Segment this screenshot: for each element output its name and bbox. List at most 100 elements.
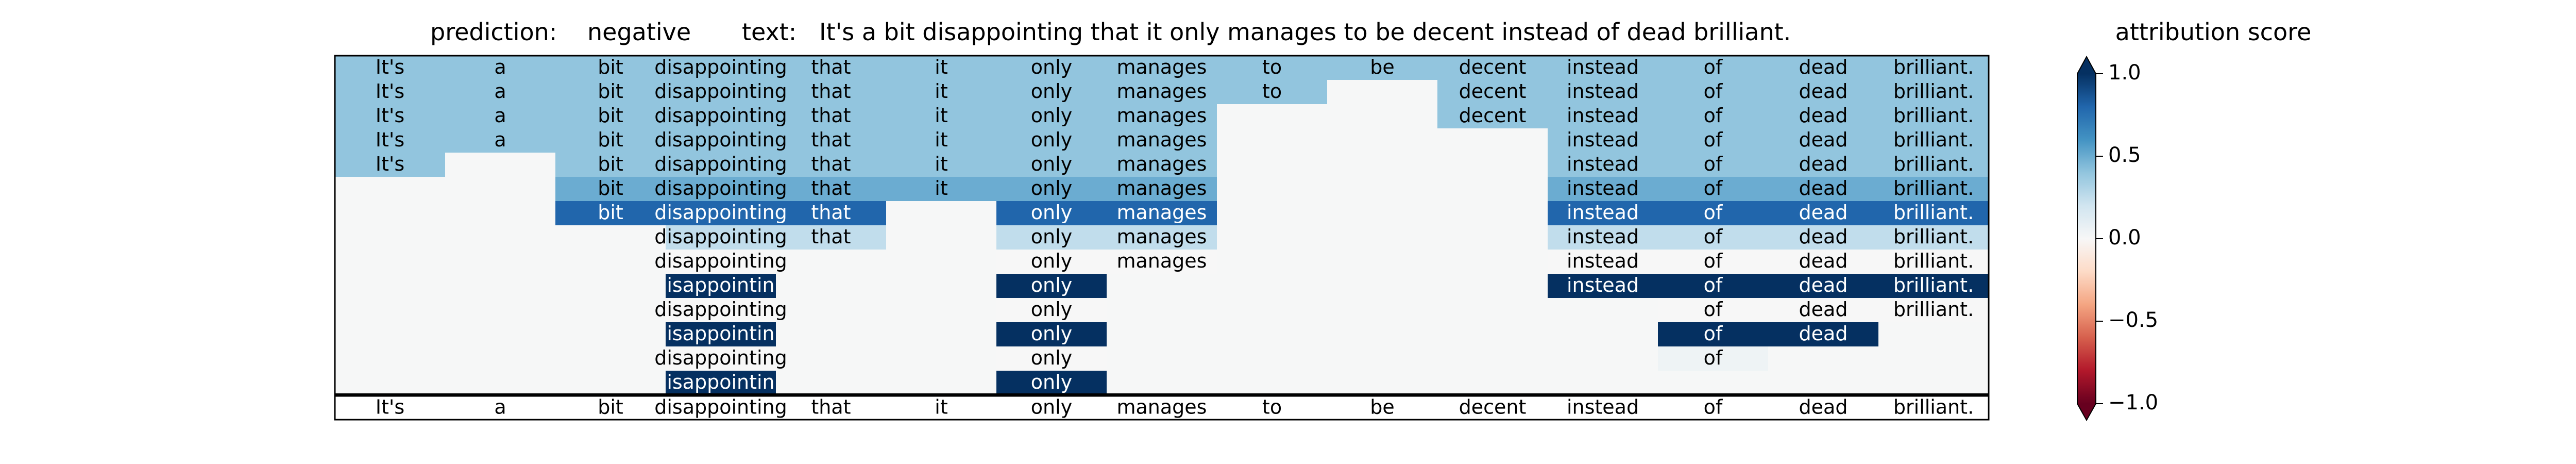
heatmap-cell xyxy=(666,128,776,153)
footer-token: that xyxy=(811,396,851,419)
heatmap-cell xyxy=(776,128,886,153)
colorbar: 1.0 0.5 0.0 −0.5 −1.0 xyxy=(2077,55,2158,422)
heatmap-cell-label: bit xyxy=(598,104,623,127)
heatmap-cell-label: of xyxy=(1704,298,1723,321)
heatmap-cell xyxy=(1878,128,1989,153)
heatmap-cell-label: dead xyxy=(1799,80,1848,103)
heatmap-cell xyxy=(996,201,1107,225)
heatmap-cell-label: instead xyxy=(1567,56,1639,78)
footer-token: it xyxy=(935,396,947,419)
heatmap-cell-label: only xyxy=(1031,346,1072,369)
heatmap-cell-label: that xyxy=(811,56,851,78)
heatmap-cell xyxy=(666,104,776,128)
heatmap-cell-label: It's xyxy=(376,128,404,151)
heatmap-cell-label: only xyxy=(1031,56,1072,78)
heatmap-cell xyxy=(1548,201,1658,225)
heatmap-cell xyxy=(776,225,886,250)
heatmap-cell xyxy=(1658,128,1768,153)
heatmap-cell-label: it xyxy=(935,153,947,175)
colorbar-extend-max xyxy=(2077,57,2096,74)
colorbar-tick-label: 0.5 xyxy=(2108,143,2141,167)
colorbar-extend-min xyxy=(2077,404,2096,420)
heatmap-cell xyxy=(1107,177,1217,201)
heatmap-cell xyxy=(555,104,666,128)
heatmap-cell-label: instead xyxy=(1567,225,1639,248)
heatmap-cell-label: disappointing xyxy=(654,346,787,369)
heatmap-cell-label: manages xyxy=(1117,153,1207,175)
heatmap-cell-label: instead xyxy=(1567,153,1639,175)
heatmap-cell-label: it xyxy=(935,104,947,127)
heatmap-cell xyxy=(776,153,886,177)
heatmap-cell-label: of xyxy=(1704,177,1723,200)
prediction-value: negative xyxy=(587,18,691,46)
heatmap-cell-label: manages xyxy=(1117,201,1207,224)
heatmap-cell xyxy=(1107,80,1217,104)
heatmap-cell xyxy=(1768,201,1878,225)
heatmap-cell xyxy=(996,153,1107,177)
heatmap-cell-label: dead xyxy=(1799,201,1848,224)
heatmap-cell-label: dead xyxy=(1799,128,1848,151)
heatmap-cell xyxy=(996,250,1107,274)
heatmap-cell-label: manages xyxy=(1117,104,1207,127)
heatmap-cell-label: isappointin xyxy=(667,274,774,296)
heatmap-cell-label: brilliant. xyxy=(1893,274,1974,296)
heatmap-cell xyxy=(555,80,666,104)
heatmap-cell xyxy=(1217,80,1327,104)
heatmap-cell xyxy=(1878,298,1989,322)
heatmap-cell-label: disappointing xyxy=(654,128,787,151)
heatmap-cell-label: manages xyxy=(1117,225,1207,248)
heatmap-cell-label: a xyxy=(494,56,506,78)
footer-token: only xyxy=(1031,396,1072,419)
heatmap-cell-label: only xyxy=(1031,274,1072,296)
heatmap-cell-label: bit xyxy=(598,201,623,224)
heatmap-cell-label: only xyxy=(1031,177,1072,200)
heatmap-cell-label: isappointin xyxy=(667,371,774,393)
heatmap-cell-label: manages xyxy=(1117,128,1207,151)
heatmap-cell xyxy=(1768,274,1878,298)
heatmap-cell xyxy=(886,128,996,153)
colorbar-tick-label: 0.0 xyxy=(2108,226,2141,250)
heatmap-cell xyxy=(666,346,776,371)
heatmap-cell xyxy=(335,104,445,128)
heatmap-cell xyxy=(776,104,886,128)
footer-tokens: It's a bit disappointing that it only manages to… xyxy=(376,396,1974,419)
heatmap-cell xyxy=(666,225,776,250)
colorbar-tick-label: −1.0 xyxy=(2108,391,2158,415)
heatmap-cell-label: a xyxy=(494,104,506,127)
heatmap-cell-label: instead xyxy=(1567,104,1639,127)
heatmap-cell xyxy=(776,177,886,201)
heatmap-cell xyxy=(1548,274,1658,298)
heatmap-cell-label: It's xyxy=(376,80,404,103)
heatmap-cell-label: instead xyxy=(1567,177,1639,200)
heatmap-cell xyxy=(1548,153,1658,177)
heatmap-cell-label: it xyxy=(935,177,947,200)
footer-token: decent xyxy=(1459,396,1527,419)
heatmap-cell xyxy=(1107,128,1217,153)
heatmap-cell-label: only xyxy=(1031,298,1072,321)
heatmap-cell xyxy=(666,56,776,80)
heatmap-cell xyxy=(996,371,1107,395)
heatmap-cell xyxy=(1548,225,1658,250)
heatmap-cell xyxy=(1548,80,1658,104)
heatmap-cell xyxy=(996,322,1107,346)
heatmap-cell-label: disappointing xyxy=(654,104,787,127)
heatmap-cell xyxy=(666,201,776,225)
heatmap-cell xyxy=(445,128,555,153)
heatmap-cell-label: It's xyxy=(376,153,404,175)
heatmap-cell-label: of xyxy=(1704,104,1723,127)
colorbar-ticks: 1.0 0.5 0.0 −0.5 −1.0 xyxy=(2096,61,2158,415)
heatmap-cell xyxy=(1658,250,1768,274)
heatmap-cell xyxy=(1768,322,1878,346)
heatmap-cell-label: instead xyxy=(1567,128,1639,151)
heatmap-cell xyxy=(1768,56,1878,80)
heatmap-cell-label: brilliant. xyxy=(1893,298,1974,321)
heatmap-cell xyxy=(886,177,996,201)
heatmap-cell-label: that xyxy=(811,177,851,200)
heatmap-cell xyxy=(335,56,445,80)
heatmap-cell-label: only xyxy=(1031,322,1072,345)
heatmap-cell-label: only xyxy=(1031,153,1072,175)
colorbar-gradient xyxy=(2077,74,2096,404)
footer-token: manages xyxy=(1117,396,1207,419)
heatmap-cell-label: be xyxy=(1370,56,1395,78)
heatmap-cell xyxy=(666,298,776,322)
